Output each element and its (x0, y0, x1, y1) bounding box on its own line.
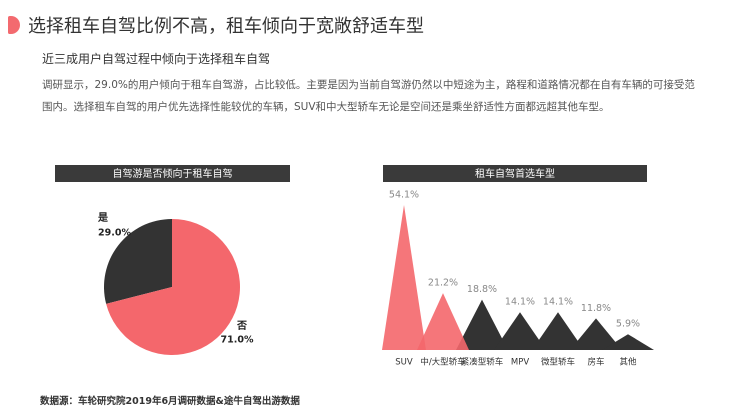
value-label: 14.1% (543, 297, 573, 308)
pie-label: 是 (97, 212, 108, 224)
value-label: 21.2% (428, 278, 458, 289)
description: 调研显示，29.0%的用户倾向于租车自驾游，占比较低。主要是因为当前自驾游仍然以… (42, 79, 695, 113)
peak (602, 334, 654, 350)
pie-slice (106, 219, 241, 355)
source: 数据源：车轮研究院2019年6月调研数据&途牛自驾出游数据 (40, 396, 300, 407)
subtitle: 近三成用户自驾过程中倾向于选择租车自驾 (42, 52, 271, 66)
chart-title: 租车自驾首选车型 (475, 167, 555, 180)
pie-value-label: 29.0% (98, 228, 131, 239)
x-tick-label: 中/大型轿车 (420, 357, 465, 368)
chart-title: 自驾游是否倾向于租车自驾 (113, 167, 233, 180)
chart-header (383, 165, 647, 182)
title-tab (8, 16, 20, 34)
value-label: 11.8% (581, 303, 611, 314)
peak (494, 312, 546, 350)
peak (417, 293, 469, 350)
pie-value-label: 71.0% (221, 335, 254, 346)
peak (382, 205, 426, 350)
value-label: 18.8% (467, 284, 497, 295)
x-tick-label: 房车 (587, 357, 604, 368)
value-label: 14.1% (505, 297, 535, 308)
peak (456, 299, 508, 350)
peak (532, 312, 584, 350)
value-label: 54.1% (389, 190, 419, 201)
x-tick-label: MPV (511, 358, 529, 368)
value-label: 5.9% (616, 319, 640, 330)
peak (570, 318, 622, 350)
x-tick-label: 紧凑型轿车 (461, 357, 504, 368)
x-tick-label: 其他 (619, 357, 637, 368)
page-title: 选择租车自驾比例不高，租车倾向于宽敞舒适车型 (28, 16, 424, 37)
x-tick-label: SUV (395, 358, 413, 368)
pie-label: 否 (236, 320, 247, 332)
pie-slice (103, 219, 172, 304)
chart-header (55, 165, 290, 182)
x-tick-label: 微型轿车 (541, 357, 575, 368)
